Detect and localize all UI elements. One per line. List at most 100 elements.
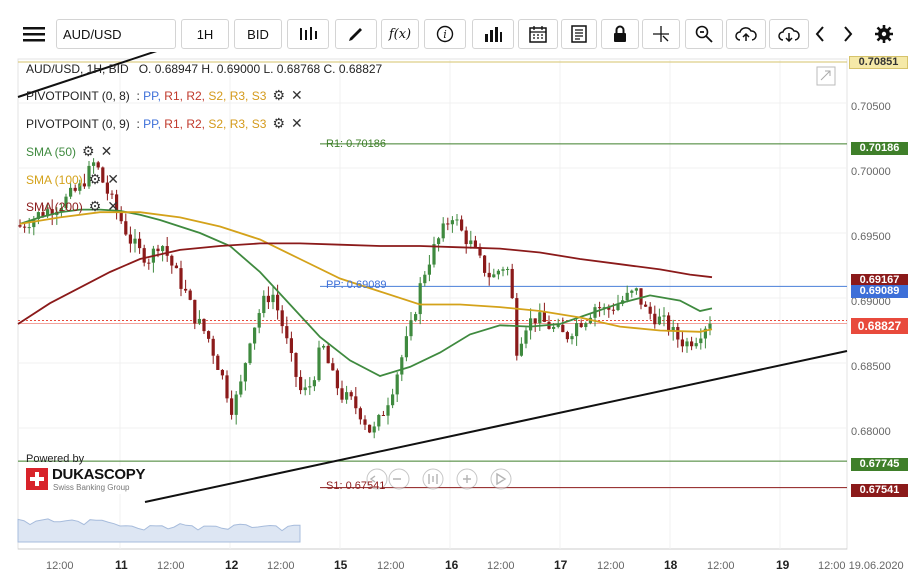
legend-name: PIVOTPOINT (0, 8) [26,88,130,103]
expand-icon[interactable] [816,66,836,86]
y-axis-label: 0.70000 [851,166,891,178]
gear-icon[interactable]: ⚙ [88,198,102,214]
legend-sma-50[interactable]: SMA (50) ⚙ ✕ [26,143,113,159]
x-axis-label: 15 [334,558,348,572]
x-axis-label: 12:00 [377,560,405,572]
close-icon[interactable]: ✕ [291,87,303,103]
gear-icon[interactable]: ⚙ [88,171,102,187]
cloud-upload-icon [735,27,757,41]
candle-body [69,187,73,197]
indicators-button[interactable]: f(x) [381,19,419,49]
upload-button[interactable] [726,19,766,49]
chart-grid [18,60,847,549]
zoom-controls[interactable] [366,468,512,490]
candle-body [575,323,579,337]
scroll-left-button[interactable] [810,19,830,49]
candle-body [634,288,638,291]
candle-body [556,324,560,327]
candle-body [657,316,661,325]
candle-body [386,405,390,416]
candle-body [133,238,137,244]
price-chart[interactable] [0,52,913,574]
candle-body [542,312,546,322]
candle-body [372,426,376,433]
lock-button[interactable] [601,19,639,49]
candle-body [308,386,312,388]
candle-body [667,315,671,332]
candle-body [349,392,353,397]
candle-body [473,240,477,247]
symbol-selector[interactable]: AUD/USD [56,19,176,49]
candle-body [59,208,63,212]
candle-body [266,295,270,303]
price-tag-top: 0.70851 [849,56,908,69]
calendar-button[interactable] [518,19,558,49]
gear-icon[interactable]: ⚙ [272,115,285,131]
zoom-icon [695,25,713,43]
legend-sma-200[interactable]: SMA (200) ⚙ ✕ [26,198,119,214]
close-icon[interactable]: ✕ [107,198,119,214]
candle-body [368,424,372,433]
volume-button[interactable] [472,19,514,49]
price-tag-sma200: 0.69167 [851,274,908,287]
candle-body [648,306,652,314]
info-button[interactable]: i [424,19,466,49]
download-button[interactable] [769,19,809,49]
candle-body [450,220,454,225]
legend-pivotpoint-8[interactable]: PIVOTPOINT (0, 8) : PP, R1, R2, S2, R3, … [26,87,303,103]
x-axis-label: 16 [445,558,459,572]
candle-body [690,341,694,347]
candle-body [262,295,266,314]
toolbar: AUD/USD 1H BID f(x) i [0,0,913,52]
y-axis-label: 0.69000 [851,296,891,308]
candle-body [460,219,464,231]
candle-body [538,312,542,324]
x-axis-label: 12:00 [597,560,625,572]
chart-area[interactable]: AUD/USD, 1H, BID O. 0.68947 H. 0.69000 L… [0,52,913,574]
candle-body [418,283,422,315]
candle-body [510,268,514,299]
news-button[interactable] [561,19,597,49]
timeframe-label: 1H [196,26,214,42]
pencil-icon [349,28,362,41]
price-tag-pp: 0.69089 [851,285,908,298]
candle-body [253,327,257,344]
trendlines [17,52,848,503]
x-axis-label: 12:00 [707,560,735,572]
crosshair-button[interactable] [642,19,680,49]
scroll-right-button[interactable] [838,19,858,49]
menu-icon[interactable] [18,19,50,49]
close-icon[interactable]: ✕ [107,171,119,187]
brand-name: DUKASCOPY [52,466,146,483]
zoom-out-alt-icon[interactable] [366,468,388,490]
candle-body [501,269,505,271]
y-axis-label: 0.70500 [851,101,891,113]
swiss-cross-icon [26,468,48,490]
navigator-chart[interactable] [17,518,301,543]
candle-body [607,307,611,310]
moving-averages [17,208,713,377]
dukascopy-logo[interactable]: DUKASCOPY Swiss Banking Group [26,466,146,494]
candle-body [225,375,229,399]
candle-body [289,338,293,354]
chevron-right-icon [844,26,853,42]
settings-button[interactable] [872,19,896,49]
close-icon[interactable]: ✕ [100,143,113,159]
gear-icon[interactable]: ⚙ [82,143,95,159]
candle-body [115,194,119,211]
play-icon[interactable] [490,468,512,490]
candle-body [156,248,160,252]
timeframe-selector[interactable]: 1H [181,19,229,49]
zoom-button[interactable] [685,19,723,49]
candle-body [105,182,109,194]
chart-type-button[interactable] [287,19,329,49]
x-axis-label: 19 [776,558,790,572]
gear-icon[interactable]: ⚙ [272,87,285,103]
candle-body [358,408,362,420]
draw-button[interactable] [335,19,377,49]
candle-body [18,225,22,227]
close-icon[interactable]: ✕ [291,115,303,131]
legend-pivotpoint-9[interactable]: PIVOTPOINT (0, 9) : PP, R1, R2, S2, R3, … [26,115,303,131]
price-type-selector[interactable]: BID [234,19,282,49]
legend-sma-100[interactable]: SMA (100) ⚙ ✕ [26,171,119,187]
